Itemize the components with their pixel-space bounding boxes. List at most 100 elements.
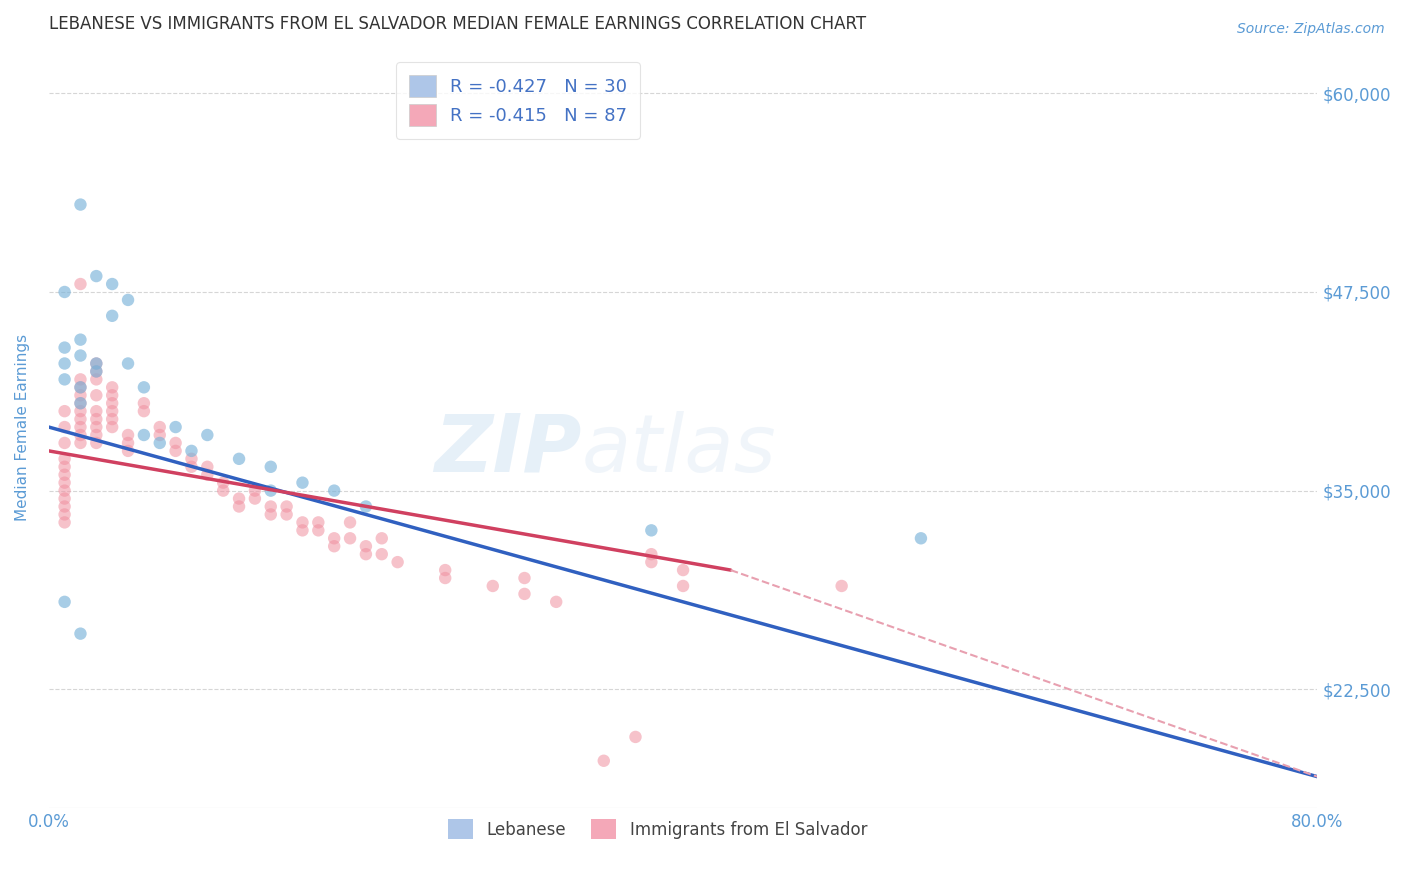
Point bbox=[354, 547, 377, 561]
Point bbox=[260, 459, 283, 474]
Point bbox=[86, 412, 108, 426]
Point bbox=[243, 491, 266, 506]
Point bbox=[132, 380, 155, 394]
Text: LEBANESE VS IMMIGRANTS FROM EL SALVADOR MEDIAN FEMALE EARNINGS CORRELATION CHART: LEBANESE VS IMMIGRANTS FROM EL SALVADOR … bbox=[49, 15, 866, 33]
Point bbox=[86, 404, 108, 418]
Point bbox=[165, 420, 187, 434]
Point bbox=[69, 372, 91, 386]
Point bbox=[53, 372, 76, 386]
Point bbox=[291, 524, 314, 538]
Point bbox=[69, 412, 91, 426]
Point bbox=[228, 491, 250, 506]
Point bbox=[624, 730, 647, 744]
Text: ZIP: ZIP bbox=[434, 411, 582, 489]
Point bbox=[86, 269, 108, 284]
Point bbox=[132, 428, 155, 442]
Point bbox=[101, 420, 124, 434]
Point bbox=[69, 420, 91, 434]
Point bbox=[180, 443, 202, 458]
Point bbox=[212, 475, 235, 490]
Point bbox=[354, 539, 377, 553]
Point bbox=[132, 396, 155, 410]
Point bbox=[546, 595, 568, 609]
Point bbox=[86, 364, 108, 378]
Point bbox=[592, 754, 614, 768]
Point bbox=[165, 443, 187, 458]
Point bbox=[243, 483, 266, 498]
Point bbox=[86, 364, 108, 378]
Point bbox=[354, 500, 377, 514]
Point bbox=[101, 277, 124, 291]
Point bbox=[101, 412, 124, 426]
Point bbox=[53, 475, 76, 490]
Point bbox=[180, 459, 202, 474]
Point bbox=[513, 587, 536, 601]
Point bbox=[86, 420, 108, 434]
Point bbox=[672, 563, 695, 577]
Point bbox=[53, 285, 76, 299]
Point bbox=[101, 388, 124, 402]
Legend: Lebanese, Immigrants from El Salvador: Lebanese, Immigrants from El Salvador bbox=[441, 813, 873, 846]
Point bbox=[387, 555, 409, 569]
Point bbox=[53, 420, 76, 434]
Point bbox=[339, 516, 361, 530]
Point bbox=[195, 428, 218, 442]
Point bbox=[260, 508, 283, 522]
Point bbox=[69, 349, 91, 363]
Point bbox=[86, 428, 108, 442]
Point bbox=[53, 516, 76, 530]
Point bbox=[180, 451, 202, 466]
Point bbox=[228, 500, 250, 514]
Point bbox=[307, 516, 329, 530]
Point bbox=[149, 420, 172, 434]
Point bbox=[69, 388, 91, 402]
Point bbox=[53, 436, 76, 450]
Point bbox=[86, 372, 108, 386]
Point bbox=[101, 309, 124, 323]
Point bbox=[86, 357, 108, 371]
Point bbox=[86, 357, 108, 371]
Point bbox=[101, 396, 124, 410]
Point bbox=[117, 436, 139, 450]
Point bbox=[53, 357, 76, 371]
Point bbox=[53, 491, 76, 506]
Point bbox=[117, 443, 139, 458]
Point bbox=[69, 396, 91, 410]
Point bbox=[165, 436, 187, 450]
Point bbox=[69, 197, 91, 211]
Point bbox=[276, 508, 298, 522]
Y-axis label: Median Female Earnings: Median Female Earnings bbox=[15, 334, 30, 521]
Point bbox=[323, 531, 346, 545]
Point bbox=[69, 428, 91, 442]
Point bbox=[53, 483, 76, 498]
Point bbox=[86, 388, 108, 402]
Text: Source: ZipAtlas.com: Source: ZipAtlas.com bbox=[1237, 22, 1385, 37]
Point bbox=[53, 500, 76, 514]
Point bbox=[53, 467, 76, 482]
Point bbox=[276, 500, 298, 514]
Point bbox=[149, 428, 172, 442]
Point bbox=[307, 524, 329, 538]
Point bbox=[323, 539, 346, 553]
Point bbox=[434, 571, 457, 585]
Point bbox=[910, 531, 932, 545]
Point bbox=[434, 563, 457, 577]
Point bbox=[69, 333, 91, 347]
Point bbox=[117, 293, 139, 307]
Point bbox=[53, 404, 76, 418]
Point bbox=[640, 524, 662, 538]
Point bbox=[53, 508, 76, 522]
Point bbox=[101, 404, 124, 418]
Point bbox=[260, 500, 283, 514]
Point bbox=[371, 531, 394, 545]
Point bbox=[53, 451, 76, 466]
Point bbox=[69, 380, 91, 394]
Point bbox=[132, 404, 155, 418]
Point bbox=[212, 483, 235, 498]
Point bbox=[101, 380, 124, 394]
Point bbox=[339, 531, 361, 545]
Point bbox=[69, 436, 91, 450]
Text: atlas: atlas bbox=[582, 411, 776, 489]
Point bbox=[323, 483, 346, 498]
Point bbox=[69, 396, 91, 410]
